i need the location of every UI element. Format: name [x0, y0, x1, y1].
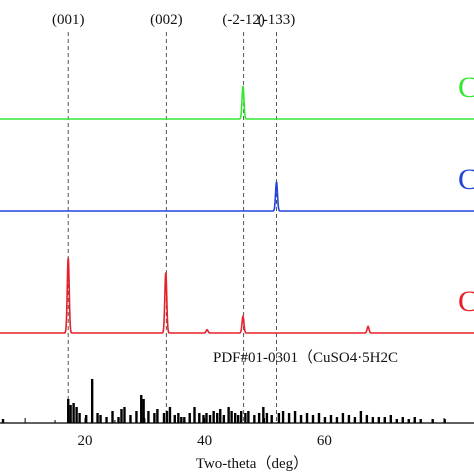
x-tick-label: 40 — [197, 433, 212, 449]
reference-pattern-label: PDF#01-0301（CuSO4·5H2C — [213, 349, 398, 366]
hkl-label: (001) — [52, 12, 85, 28]
reference-pattern — [1, 379, 446, 423]
x-axis-label: Two-theta（deg） — [196, 455, 308, 472]
axes: 20 40 60 Two-theta（deg） — [0, 418, 474, 472]
series-line — [0, 257, 474, 334]
diffraction-traces — [0, 85, 474, 334]
series-line — [0, 85, 474, 120]
series-label: C — [458, 163, 474, 196]
hkl-label: (-2-12) — [222, 12, 264, 28]
hkl-label: (002) — [150, 12, 183, 28]
series-label: C — [458, 71, 474, 104]
x-tick-label: 60 — [317, 433, 332, 449]
chart-labels: (001) (002) (-2-12)(-133) C C C PDF#01-0301（Cu… — [52, 12, 474, 366]
series-label: C — [458, 285, 474, 318]
x-tick-label: 20 — [77, 433, 92, 449]
series-line — [0, 181, 474, 212]
hkl-label: (-133) — [258, 12, 296, 28]
